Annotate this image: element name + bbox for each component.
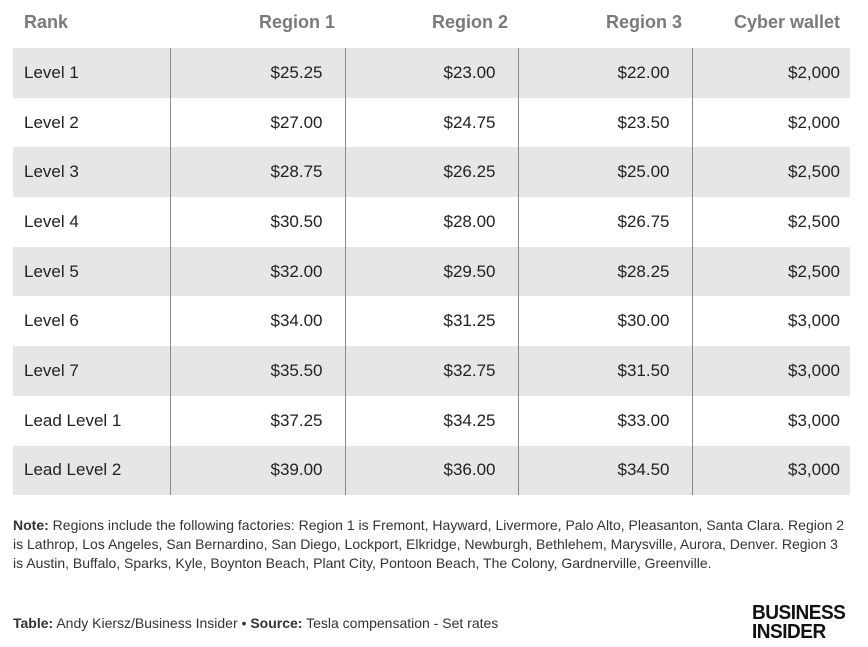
rate-cell: $3,000 xyxy=(691,445,850,496)
header-cell: Region 1 xyxy=(258,11,335,32)
footer: Table: Andy Kiersz/Business Insider • So… xyxy=(13,615,498,631)
rate-cell: $28.75 xyxy=(169,147,345,198)
rank-cell: Level 4 xyxy=(24,211,79,231)
source-text: Tesla compensation - Set rates xyxy=(306,615,499,631)
logo: BUSINESS INSIDER xyxy=(752,602,846,643)
rate-cell: $36.00 xyxy=(344,445,518,496)
table-row: Level 4 $30.50 $28.00 $26.75 $2,500 xyxy=(13,197,850,247)
rank-cell: Level 2 xyxy=(24,112,79,132)
rate-cell: $33.00 xyxy=(517,395,692,446)
table-row: Level 3 $28.75 $26.25 $25.00 $2,500 xyxy=(13,147,850,198)
rate-cell: $39.00 xyxy=(169,445,345,496)
rate-cell: $26.25 xyxy=(344,147,518,198)
rate-cell: $26.75 xyxy=(517,197,692,247)
header-cell: Region 2 xyxy=(431,11,508,32)
rate-cell: $25.00 xyxy=(517,147,692,198)
rate-cell: $23.50 xyxy=(517,97,692,148)
rate-cell: $30.50 xyxy=(169,197,345,247)
rate-cell: $31.25 xyxy=(344,296,518,347)
rank-cell: Level 7 xyxy=(13,346,170,396)
header-cell: Cyber wallet xyxy=(733,11,840,32)
rate-cell: $3,000 xyxy=(691,346,850,396)
rate-cell: $3,000 xyxy=(691,395,850,446)
rate-cell: $24.75 xyxy=(344,97,518,148)
rate-cell: $23.00 xyxy=(344,48,518,98)
rank-cell: Lead Level 2 xyxy=(13,445,170,496)
table-row: Level 5 $32.00 $29.50 $28.25 $2,500 xyxy=(13,246,850,297)
header-cell: Rank xyxy=(24,11,69,32)
table-row: Level 1 $25.25 $23.00 $22.00 $2,000 xyxy=(13,48,850,98)
table-label: Table: xyxy=(13,615,54,631)
separator: • xyxy=(241,615,247,631)
note-text: Regions include the following factories:… xyxy=(13,517,845,571)
rate-cell: $32.00 xyxy=(169,246,345,297)
rate-cell: $35.50 xyxy=(169,346,345,396)
rate-cell: $25.25 xyxy=(169,48,345,98)
table-row: Level 2 $27.00 $24.75 $23.50 $2,000 xyxy=(13,97,850,148)
rate-cell: $27.00 xyxy=(169,97,345,148)
rate-cell: $34.25 xyxy=(344,395,518,446)
rate-cell: $34.00 xyxy=(169,296,345,347)
header-row: Rank Region 1 Region 2 Region 3 Cyber wallet xyxy=(13,0,850,48)
rate-cell: $37.25 xyxy=(169,395,345,446)
rank-cell: Level 5 xyxy=(13,246,170,297)
note-label: Note: xyxy=(13,517,49,533)
table-row: Lead Level 1 $37.25 $34.25 $33.00 $3,000 xyxy=(13,395,850,446)
table-row: Level 7 $35.50 $32.75 $31.50 $3,000 xyxy=(13,346,850,396)
rate-cell: $32.75 xyxy=(344,346,518,396)
rate-cell: $2,000 xyxy=(691,97,850,148)
rank-cell: Level 1 xyxy=(13,48,170,98)
rate-cell: $3,000 xyxy=(691,296,850,347)
note: Note: Regions include the following fact… xyxy=(13,516,848,573)
rate-cell: $22.00 xyxy=(517,48,692,98)
rate-cell: $2,000 xyxy=(691,48,850,98)
rate-cell: $29.50 xyxy=(344,246,518,297)
source-label: Source: xyxy=(250,615,303,631)
logo-line: INSIDER xyxy=(752,621,826,643)
rank-cell: Level 3 xyxy=(13,147,170,198)
rate-cell: $28.00 xyxy=(344,197,518,247)
table-credit: Andy Kiersz/Business Insider xyxy=(56,615,238,631)
logo-line: BUSINESS xyxy=(752,602,846,624)
rate-cell: $34.50 xyxy=(517,445,692,496)
rank-cell: Level 6 xyxy=(24,311,79,331)
rate-cell: $30.00 xyxy=(517,296,692,347)
rates-table: Rank Region 1 Region 2 Region 3 Cyber wallet… xyxy=(13,0,850,496)
table-row: Level 6 $34.00 $31.25 $30.00 $3,000 xyxy=(13,296,850,347)
header-cell: Region 3 xyxy=(605,11,682,32)
rate-cell: $31.50 xyxy=(517,346,692,396)
rate-cell: $2,500 xyxy=(691,246,850,297)
rate-cell: $28.25 xyxy=(517,246,692,297)
table-row: Lead Level 2 $39.00 $36.00 $34.50 $3,000 xyxy=(13,445,850,496)
rate-cell: $2,500 xyxy=(691,197,850,247)
rate-cell: $2,500 xyxy=(691,147,850,198)
rank-cell: Lead Level 1 xyxy=(24,410,122,430)
